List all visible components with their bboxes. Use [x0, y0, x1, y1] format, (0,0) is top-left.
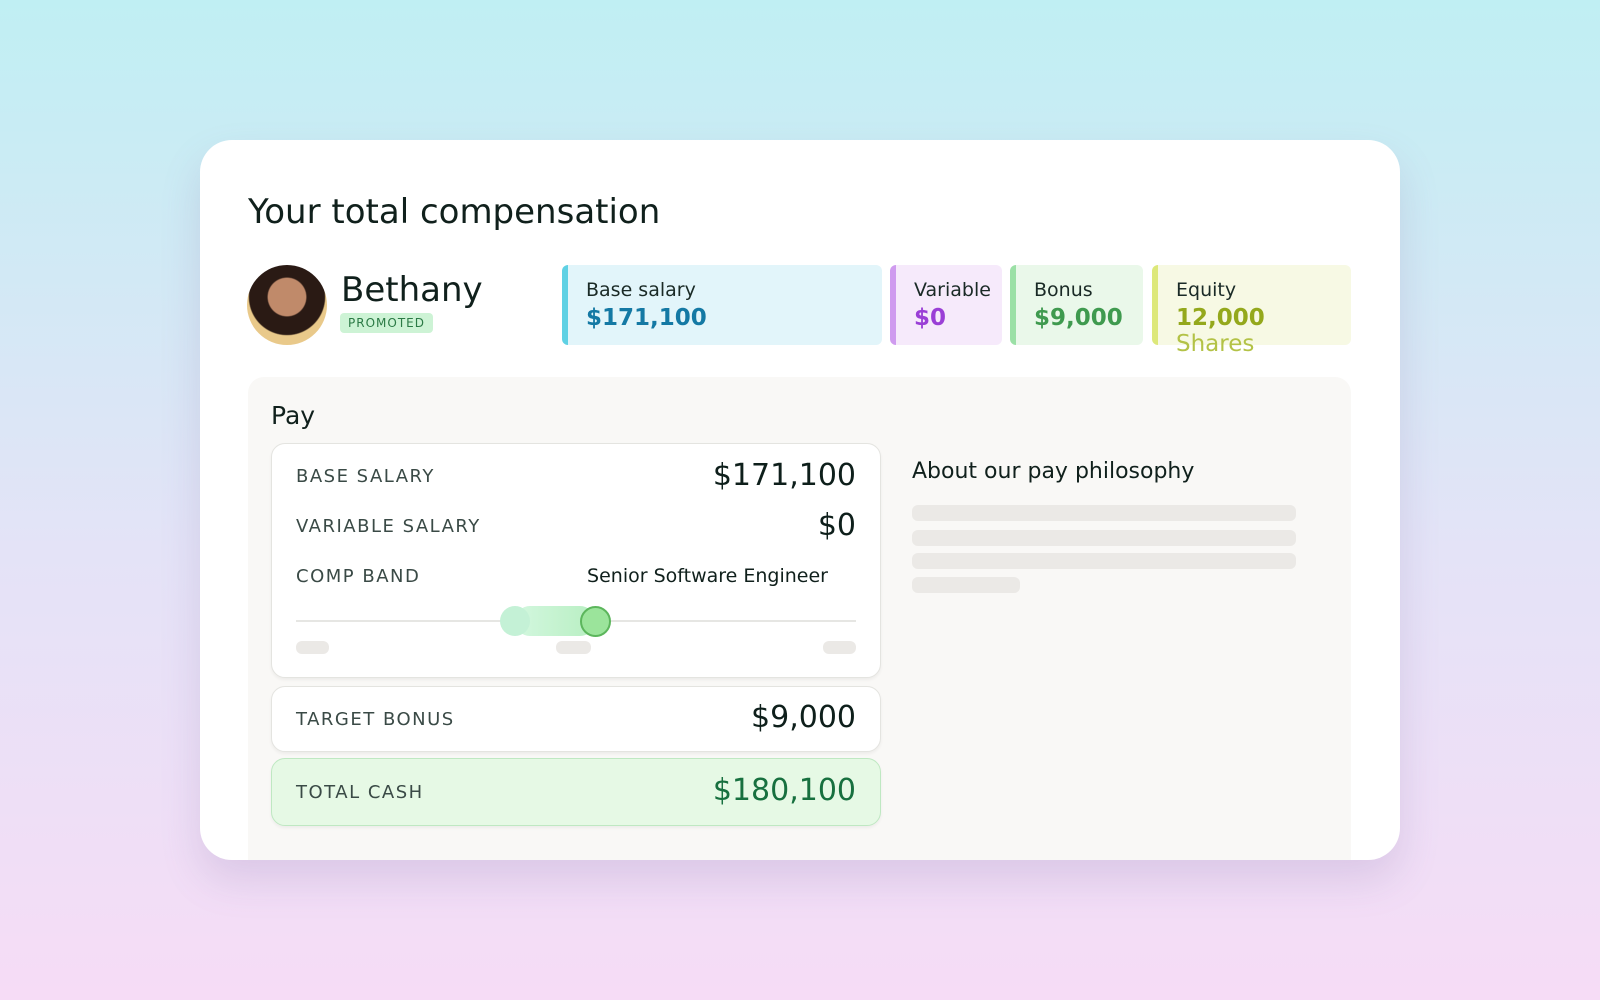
skeleton: [823, 641, 856, 654]
summary-tile: Bonus $9,000: [1010, 265, 1143, 345]
skeleton: [912, 505, 1296, 521]
title: Your total compensation: [248, 192, 661, 232]
tile-value: $171,100: [586, 305, 707, 331]
pay-panel: Pay BASE SALARY $171,100 VARIABLE SALARY…: [248, 377, 1351, 860]
skeleton: [912, 577, 1020, 593]
row-value: $171,100: [712, 458, 856, 493]
row-value: $0: [817, 508, 856, 543]
tile-label: Variable: [914, 279, 991, 301]
badge: PROMOTED: [340, 313, 433, 333]
summary-tile: Variable $0: [890, 265, 1002, 345]
row-label: COMP BAND: [296, 566, 421, 587]
summary-tile: Base salary $171,100: [562, 265, 882, 345]
philosophy-title: About our pay philosophy: [912, 459, 1195, 484]
summary-tile: Equity 12,000 Shares: [1152, 265, 1351, 357]
tile-label: Bonus: [1034, 279, 1093, 301]
equity-value: 12,000: [1176, 305, 1265, 331]
skeleton: [912, 553, 1296, 569]
band-marker: [500, 606, 530, 636]
skeleton: [556, 641, 591, 654]
row-value: $9,000: [751, 700, 856, 735]
profile-name: Bethany: [341, 270, 483, 310]
band-marker: [580, 606, 611, 637]
avatar: [247, 265, 327, 345]
compensation-card: Your total compensation Bethany PROMOTED…: [200, 140, 1400, 860]
role: Senior Software Engineer: [587, 565, 828, 587]
skeleton: [296, 641, 329, 654]
target-bonus: TARGET BONUS $9,000: [271, 686, 881, 752]
pay-details: BASE SALARY $171,100 VARIABLE SALARY $0 …: [271, 443, 881, 678]
row-label: TARGET BONUS: [296, 709, 455, 730]
tile-value: $9,000: [1034, 305, 1123, 331]
tile-label: Base salary: [586, 279, 696, 301]
tile-value: $0: [914, 305, 947, 331]
tile-label: Equity: [1176, 279, 1237, 301]
equity-unit: Shares: [1176, 331, 1255, 357]
tile-value: 12,000 Shares: [1176, 305, 1351, 357]
row-value: $180,100: [712, 773, 856, 808]
pay-title: Pay: [271, 401, 316, 430]
total-cash: TOTAL CASH $180,100: [271, 758, 881, 826]
row-label: TOTAL CASH: [296, 782, 424, 803]
skeleton: [912, 530, 1296, 546]
row-label: BASE SALARY: [296, 466, 435, 487]
row-label: VARIABLE SALARY: [296, 516, 481, 537]
